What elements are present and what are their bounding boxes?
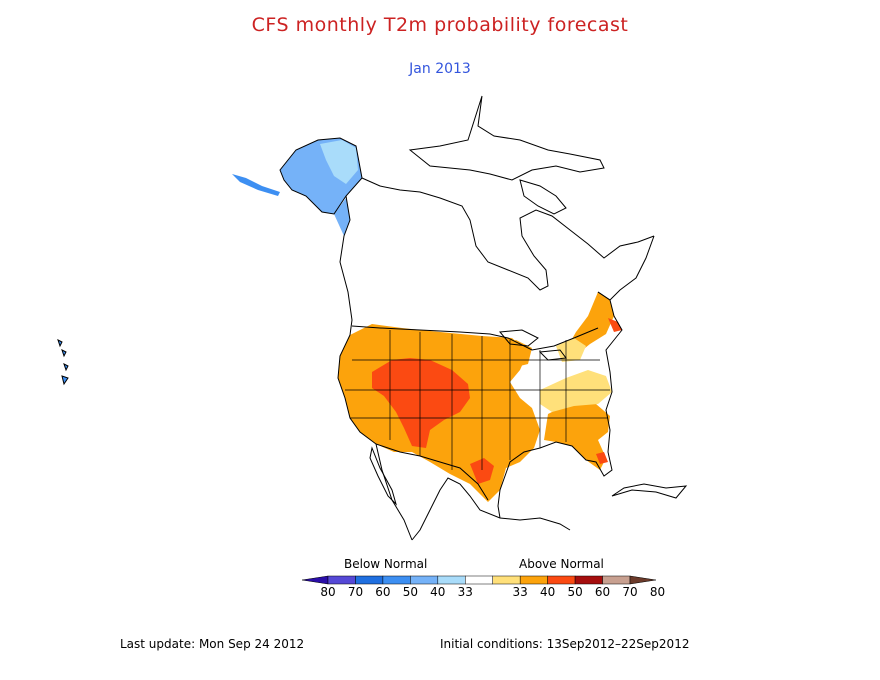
baja-outline [369, 446, 398, 506]
colorbar-box [465, 575, 493, 585]
great-lakes-above-normal-50 [498, 340, 532, 368]
legend-above-normal-label: Above Normal [519, 557, 604, 571]
east-above-normal-40 [540, 370, 612, 412]
map-title: CFS monthly T2m probability forecast [251, 14, 629, 36]
midwest-above-normal-40 [556, 338, 586, 362]
great-lakes [499, 329, 567, 361]
cuba-outline [611, 483, 688, 499]
colorbar-tick-label: 50 [567, 585, 582, 599]
colorbar-tick-label: 60 [375, 585, 390, 599]
east-coast-outline [497, 291, 623, 519]
colorbar-tick-label: 80 [320, 585, 335, 599]
west-coast-outline [337, 195, 413, 541]
map-subtitle: Jan 2013 [409, 61, 471, 77]
colorbar-box [574, 575, 603, 585]
southeast-above-normal-50 [544, 402, 610, 470]
colorbar-box [519, 575, 548, 585]
colorbar-arrow-right [629, 575, 657, 585]
colorbar-box [410, 575, 439, 585]
canada-arctic-outline [361, 177, 655, 291]
colorbar-tick-label: 70 [348, 585, 363, 599]
colorbar-tick-label: 80 [650, 585, 665, 599]
colorbar-tick-label: 40 [430, 585, 445, 599]
colorbar-box [602, 575, 631, 585]
us-canada-border [351, 325, 599, 351]
colorbar-box [437, 575, 466, 585]
maine-above-normal-60 [608, 318, 622, 332]
us-mexico-border [375, 443, 489, 501]
aleutians-below [232, 174, 280, 196]
colorbar-tick-label: 40 [540, 585, 555, 599]
alaska-panhandle-below [334, 198, 350, 236]
colorbar-box [327, 575, 356, 585]
legend-below-normal-label: Below Normal [344, 557, 428, 571]
forecast-shading [232, 138, 622, 502]
colorbar-tick-label: 50 [403, 585, 418, 599]
colorbar-arrow-left [301, 575, 329, 585]
baffin-island [519, 179, 567, 215]
plains-above-normal-60 [372, 358, 470, 448]
colorbar-tick-label: 70 [622, 585, 637, 599]
colorbar-tick-label: 60 [595, 585, 610, 599]
arctic-islands [408, 95, 605, 181]
initial-conditions-text: Initial conditions: 13Sep2012–22Sep2012 [440, 637, 690, 651]
florida-above-normal-60 [596, 452, 608, 464]
mexico-outline [411, 477, 571, 541]
colorbar-box [547, 575, 576, 585]
state-lines [345, 330, 610, 470]
hawaii-islands [57, 339, 69, 386]
colorbar-tick-label: 33 [513, 585, 528, 599]
colorbar-tick-label: 33 [458, 585, 473, 599]
coastlines-and-borders [57, 95, 688, 541]
colorbar-box [355, 575, 384, 585]
alaska-below-normal-light [320, 140, 358, 184]
last-update-text: Last update: Mon Sep 24 2012 [120, 637, 305, 651]
northeast-above-normal-50 [568, 292, 614, 352]
colorbar-box [382, 575, 411, 585]
texas-above-normal-60 [470, 458, 494, 484]
colorbar-box [492, 575, 521, 585]
